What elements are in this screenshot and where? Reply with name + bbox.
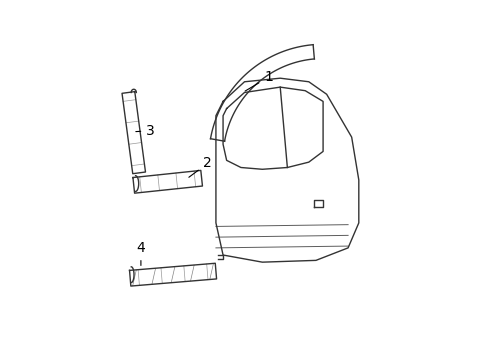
- Text: 4: 4: [136, 241, 145, 265]
- Text: 2: 2: [188, 156, 212, 177]
- Text: 3: 3: [136, 124, 155, 138]
- Text: 1: 1: [244, 70, 272, 91]
